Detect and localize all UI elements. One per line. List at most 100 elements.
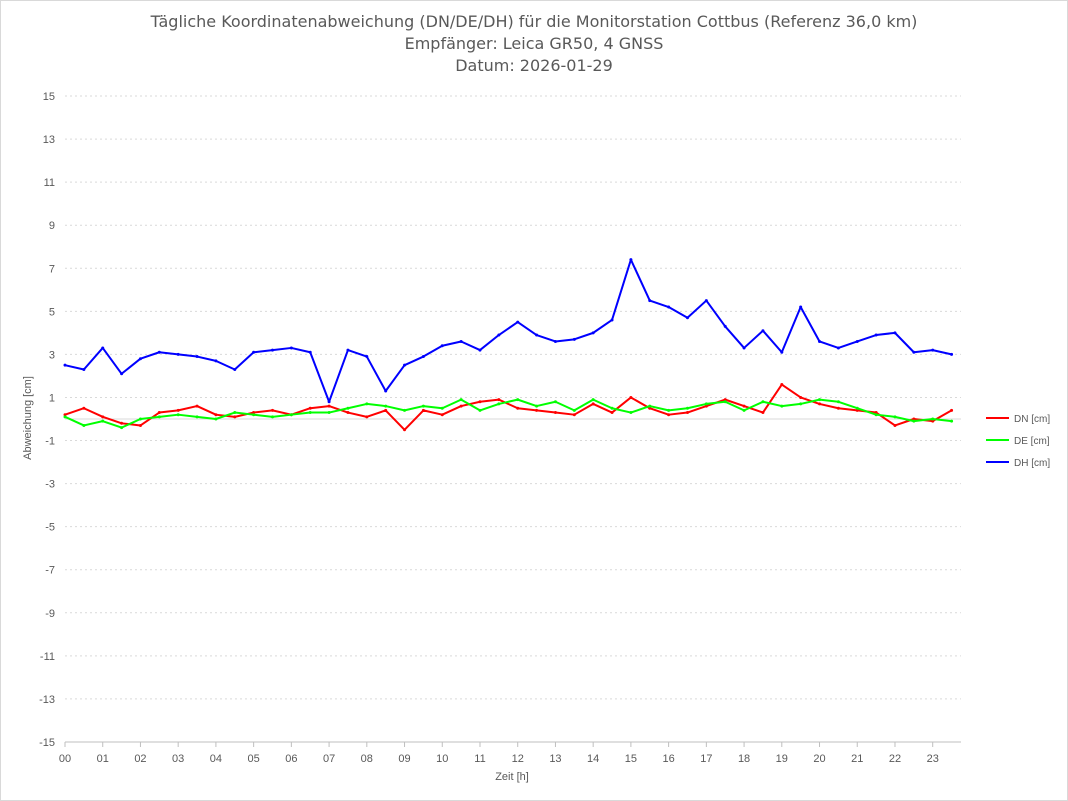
- y-tick-label: 9: [49, 220, 55, 232]
- data-point: [761, 400, 765, 404]
- data-point: [365, 415, 369, 419]
- data-point: [667, 413, 671, 417]
- data-point: [82, 406, 86, 410]
- x-tick-label: 22: [889, 753, 901, 765]
- data-point: [855, 339, 859, 343]
- series-line-3: [64, 258, 952, 403]
- data-point: [648, 406, 652, 410]
- data-point: [308, 350, 312, 354]
- x-tick-label: 13: [549, 753, 561, 765]
- x-tick-label: 18: [738, 753, 750, 765]
- x-tick-label: 05: [248, 753, 260, 765]
- y-tick-label: 7: [49, 263, 55, 275]
- data-point: [120, 426, 124, 430]
- x-tick-label: 12: [512, 753, 524, 765]
- data-point: [82, 423, 86, 427]
- data-point: [157, 411, 161, 415]
- y-tick-label: -13: [39, 694, 55, 706]
- data-point: [421, 355, 425, 359]
- data-point: [874, 333, 878, 337]
- data-point: [497, 402, 501, 406]
- data-point: [799, 395, 803, 399]
- data-point: [516, 398, 520, 402]
- data-point: [780, 404, 784, 408]
- data-point: [195, 404, 199, 408]
- data-point: [176, 352, 180, 356]
- data-point: [931, 348, 935, 352]
- data-point: [138, 357, 142, 361]
- data-point: [704, 402, 708, 406]
- data-point: [384, 404, 388, 408]
- data-point: [365, 402, 369, 406]
- x-tick-label: 15: [625, 753, 637, 765]
- data-point: [818, 398, 822, 402]
- data-point: [421, 408, 425, 412]
- data-point: [459, 404, 463, 408]
- data-point: [138, 417, 142, 421]
- data-point: [63, 363, 67, 367]
- x-tick-label: 10: [436, 753, 448, 765]
- data-point: [818, 402, 822, 406]
- data-point: [836, 406, 840, 410]
- data-point: [233, 367, 237, 371]
- data-point: [478, 348, 482, 352]
- legend-label: DE [cm]: [1014, 436, 1050, 447]
- data-point: [950, 408, 954, 412]
- data-point: [572, 413, 576, 417]
- x-tick-label: 20: [813, 753, 825, 765]
- data-point: [950, 419, 954, 423]
- data-point: [516, 406, 520, 410]
- data-point: [836, 400, 840, 404]
- data-point: [308, 406, 312, 410]
- data-point: [346, 348, 350, 352]
- data-point: [440, 413, 444, 417]
- y-axis-label: Abweichung [cm]: [22, 376, 34, 460]
- data-point: [384, 408, 388, 412]
- x-tick-label: 07: [323, 753, 335, 765]
- data-point: [440, 344, 444, 348]
- data-point: [572, 337, 576, 341]
- data-point: [855, 406, 859, 410]
- data-point: [63, 413, 67, 417]
- data-point: [629, 258, 633, 262]
- data-point: [610, 318, 614, 322]
- x-axis-label: Zeit [h]: [495, 771, 529, 783]
- chart-title-block: Tägliche Koordinatenabweichung (DN/DE/DH…: [1, 11, 1067, 77]
- data-point: [101, 419, 105, 423]
- data-point: [327, 404, 331, 408]
- x-tick-label: 06: [285, 753, 297, 765]
- data-point: [497, 333, 501, 337]
- data-point: [214, 359, 218, 363]
- y-tick-label: 3: [49, 349, 55, 361]
- data-point: [233, 411, 237, 415]
- y-tick-label: 13: [43, 134, 55, 146]
- data-point: [138, 423, 142, 427]
- data-point: [516, 320, 520, 324]
- y-tick-label: 11: [44, 177, 55, 189]
- series-layer: [63, 258, 954, 432]
- data-point: [289, 346, 293, 350]
- data-point: [63, 415, 67, 419]
- data-point: [478, 400, 482, 404]
- data-point: [176, 413, 180, 417]
- data-point: [195, 415, 199, 419]
- x-tick-label: 14: [587, 753, 599, 765]
- chart-title: Tägliche Koordinatenabweichung (DN/DE/DH…: [150, 12, 918, 31]
- data-point: [893, 331, 897, 335]
- data-point: [836, 346, 840, 350]
- data-point: [610, 406, 614, 410]
- data-point: [346, 411, 350, 415]
- data-point: [855, 408, 859, 412]
- data-point: [176, 408, 180, 412]
- data-point: [478, 408, 482, 412]
- data-point: [685, 411, 689, 415]
- x-tick-label: 09: [398, 753, 410, 765]
- x-tick-label: 08: [361, 753, 373, 765]
- chart-subtitle: Empfänger: Leica GR50, 4 GNSS: [404, 34, 664, 53]
- data-point: [761, 329, 765, 333]
- x-tick-label: 03: [172, 753, 184, 765]
- data-point: [950, 352, 954, 356]
- legend-label: DH [cm]: [1014, 458, 1050, 469]
- data-point: [82, 367, 86, 371]
